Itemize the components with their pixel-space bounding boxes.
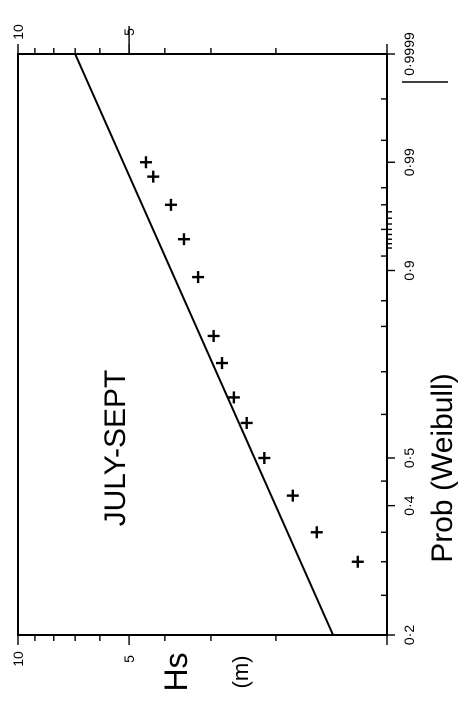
x-tick-label: 0·2 (401, 625, 417, 645)
data-point (215, 357, 228, 370)
y-tick-label-bottom: 10 (10, 651, 26, 667)
plot-frame (17, 53, 388, 636)
x-tick-label: 0·4 (401, 495, 417, 515)
data-point (351, 555, 364, 568)
x-tick-label: 0·9 (401, 260, 417, 280)
data-point (258, 451, 271, 464)
data-point (147, 170, 160, 183)
data-point (227, 391, 240, 404)
chart-title: JULY-SEPT (99, 370, 132, 527)
data-point (207, 329, 220, 342)
y-axis-label: Hs (158, 652, 194, 691)
x-tick-label: 0·9999 (401, 32, 417, 76)
x-tick-label: 0·5 (401, 448, 417, 468)
text-layer: JULY-SEPT Prob (Weibull) Hs (m) (99, 370, 459, 692)
data-point (240, 416, 253, 429)
data-point (177, 233, 190, 246)
y-axis-unit: (m) (228, 656, 253, 689)
data-point (139, 156, 152, 169)
plot-layer: 5 5 10 10 0·2 0·4 0·5 0·9 0·99 0·9999 (10, 24, 448, 667)
data-point (286, 489, 299, 502)
data-point (192, 271, 205, 284)
fit-line (74, 53, 334, 636)
y-tick-label-top: 5 (121, 28, 137, 36)
x-axis-label: Prob (Weibull) (426, 373, 459, 563)
y-tick-label-bottom: 5 (121, 655, 137, 663)
data-point (310, 526, 323, 539)
y-tick-label-top: 10 (10, 24, 26, 40)
data-point (164, 198, 177, 211)
x-tick-label: 0·99 (401, 148, 417, 176)
